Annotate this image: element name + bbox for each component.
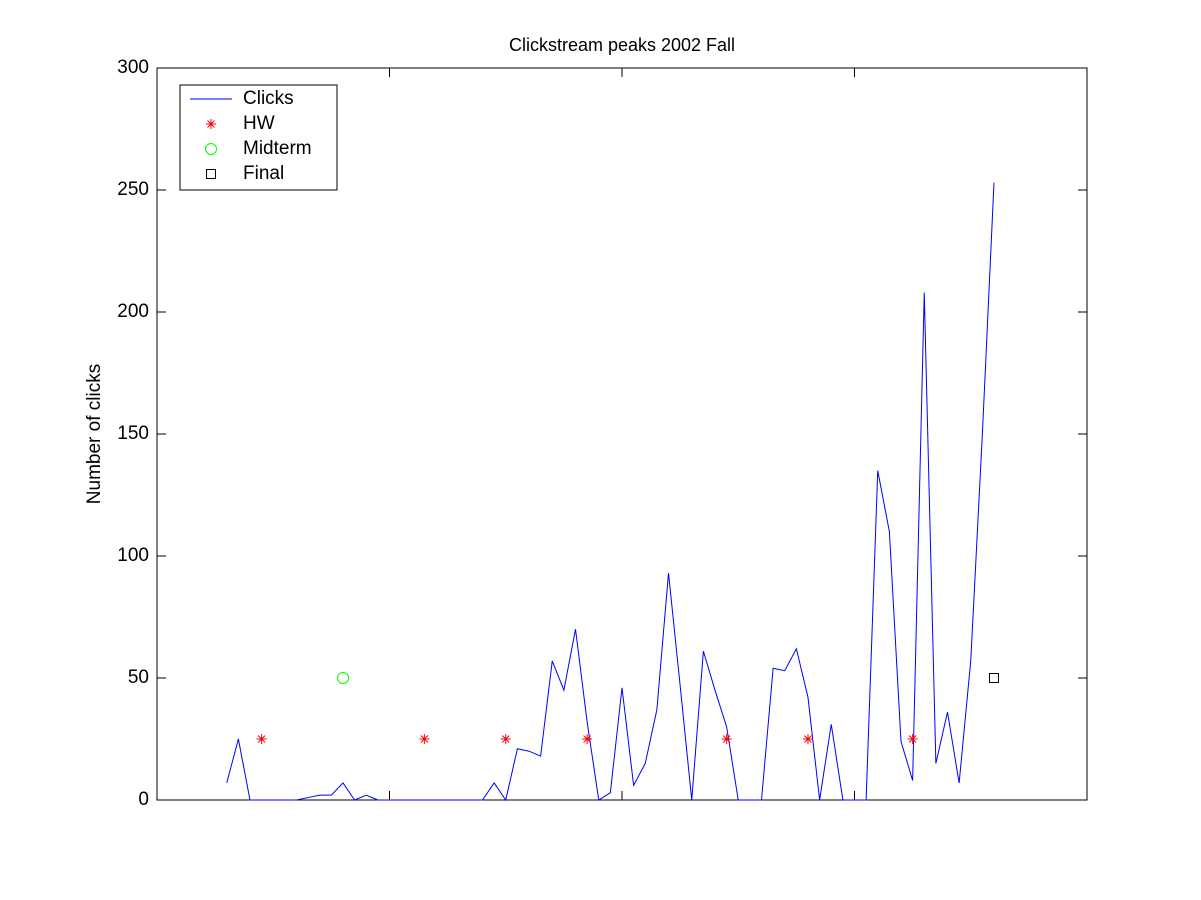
y-tick-label: 250 (117, 179, 149, 200)
y-tick-label: 150 (117, 423, 149, 444)
legend-label: HW (243, 113, 275, 134)
clicks-line (226, 182, 995, 802)
star-stroke (583, 735, 591, 743)
legend-label: Clicks (243, 88, 294, 109)
y-tick-label: 200 (117, 301, 149, 322)
star-marker (721, 734, 732, 744)
y-axis-label: Number of clicks (84, 364, 105, 504)
star-marker (419, 734, 430, 744)
y-tick-label: 300 (117, 57, 149, 78)
circle-marker (337, 672, 349, 684)
y-tick-label: 100 (117, 545, 149, 566)
star-marker (582, 734, 593, 744)
star-marker (907, 734, 918, 744)
legend-swatch (205, 143, 217, 155)
star-stroke (908, 735, 917, 743)
legend-swatch (206, 169, 216, 179)
star-stroke (420, 735, 429, 743)
y-tick-label: 0 (138, 789, 149, 810)
star-marker (803, 734, 813, 744)
star-stroke (207, 120, 215, 128)
star-stroke (804, 735, 812, 743)
chart-title: Clickstream peaks 2002 Fall (509, 35, 735, 55)
y-tick-label: 50 (128, 667, 149, 688)
legend-label: Final (243, 163, 284, 184)
star-stroke (501, 735, 510, 743)
star-stroke (722, 735, 731, 743)
star-marker (256, 734, 267, 744)
star-stroke (257, 735, 266, 743)
star-marker (500, 734, 511, 744)
legend-swatch (206, 119, 216, 129)
legend-label: Midterm (243, 138, 312, 159)
square-marker (989, 673, 999, 683)
